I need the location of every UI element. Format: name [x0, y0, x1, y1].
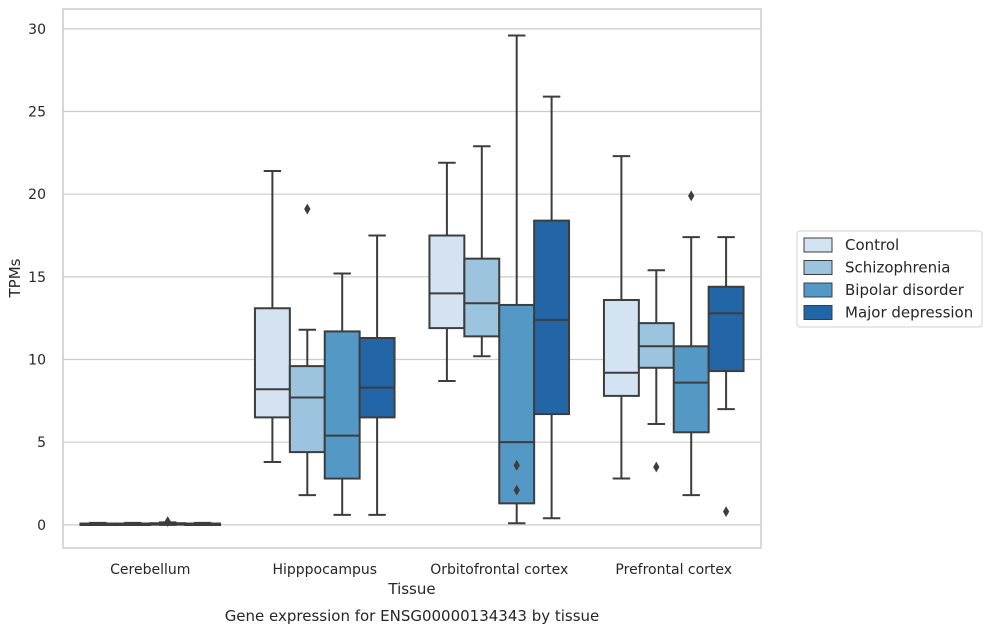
- box: [253, 307, 291, 419]
- y-axis-title: TPMs: [6, 258, 24, 298]
- box: [323, 330, 361, 480]
- box-group: [463, 145, 501, 358]
- y-tick-label: 5: [37, 435, 46, 451]
- x-tick-labels: Cerebellum Hipppocampus Orbitofrontal cort…: [110, 562, 732, 578]
- box: [358, 337, 396, 419]
- box-group: [707, 236, 745, 518]
- outlier-point: [304, 203, 311, 215]
- x-tick-label: Cerebellum: [110, 562, 190, 578]
- x-tick-label: Hipppocampus: [272, 562, 377, 578]
- legend-label: Major depression: [845, 304, 973, 322]
- chart-caption: Gene expression for ENSG00000134343 by t…: [225, 607, 600, 625]
- box-group: [358, 234, 396, 516]
- box-series: [79, 34, 745, 527]
- box: [602, 298, 640, 397]
- y-tick-label: 15: [28, 270, 46, 286]
- box-group: [253, 170, 291, 464]
- x-axis-title: Tissue: [387, 580, 435, 598]
- box-group: [602, 155, 640, 480]
- outlier-point: [722, 506, 730, 518]
- legend-label: Schizophrenia: [845, 259, 950, 277]
- outlier-point: [513, 459, 520, 471]
- box-group: [184, 521, 222, 527]
- box: [533, 219, 571, 416]
- box-group: [323, 272, 361, 516]
- plot-area: [62, 8, 762, 549]
- y-tick-labels: 0 5 10 15 20 25 30: [28, 22, 46, 534]
- box-group: [672, 190, 710, 497]
- box: [707, 285, 745, 373]
- outlier-point: [653, 461, 660, 473]
- box: [672, 345, 710, 434]
- outlier-point: [164, 516, 171, 527]
- legend-label: Control: [845, 236, 899, 254]
- box: [463, 257, 501, 338]
- box-group: [428, 161, 466, 383]
- outlier-point: [513, 484, 520, 496]
- y-tick-label: 10: [28, 353, 46, 369]
- y-tick-label: 20: [28, 187, 46, 203]
- x-tick-label: Orbitofrontal cortex: [430, 562, 568, 578]
- legend-frame: [796, 230, 983, 328]
- box-group: [149, 516, 187, 527]
- legend-swatch: [803, 260, 833, 275]
- y-tick-label: 30: [28, 22, 46, 38]
- box-group: [637, 269, 675, 473]
- legend-label: Bipolar disorder: [845, 281, 965, 299]
- y-tick-label: 0: [37, 518, 46, 534]
- box-group: [114, 521, 152, 527]
- legend-swatch: [803, 305, 833, 320]
- box: [428, 234, 466, 330]
- legend-swatch: [803, 237, 833, 253]
- y-tick-label: 25: [28, 105, 46, 121]
- box: [498, 303, 536, 505]
- legend-swatch: [803, 282, 833, 298]
- legend: Control Schizophrenia Bipolar disorder Majo…: [796, 230, 983, 328]
- box-group: [533, 95, 571, 520]
- x-tick-label: Prefrontal cortex: [615, 562, 732, 578]
- box-group: [79, 521, 117, 527]
- box: [288, 365, 326, 454]
- outlier-point: [688, 190, 695, 202]
